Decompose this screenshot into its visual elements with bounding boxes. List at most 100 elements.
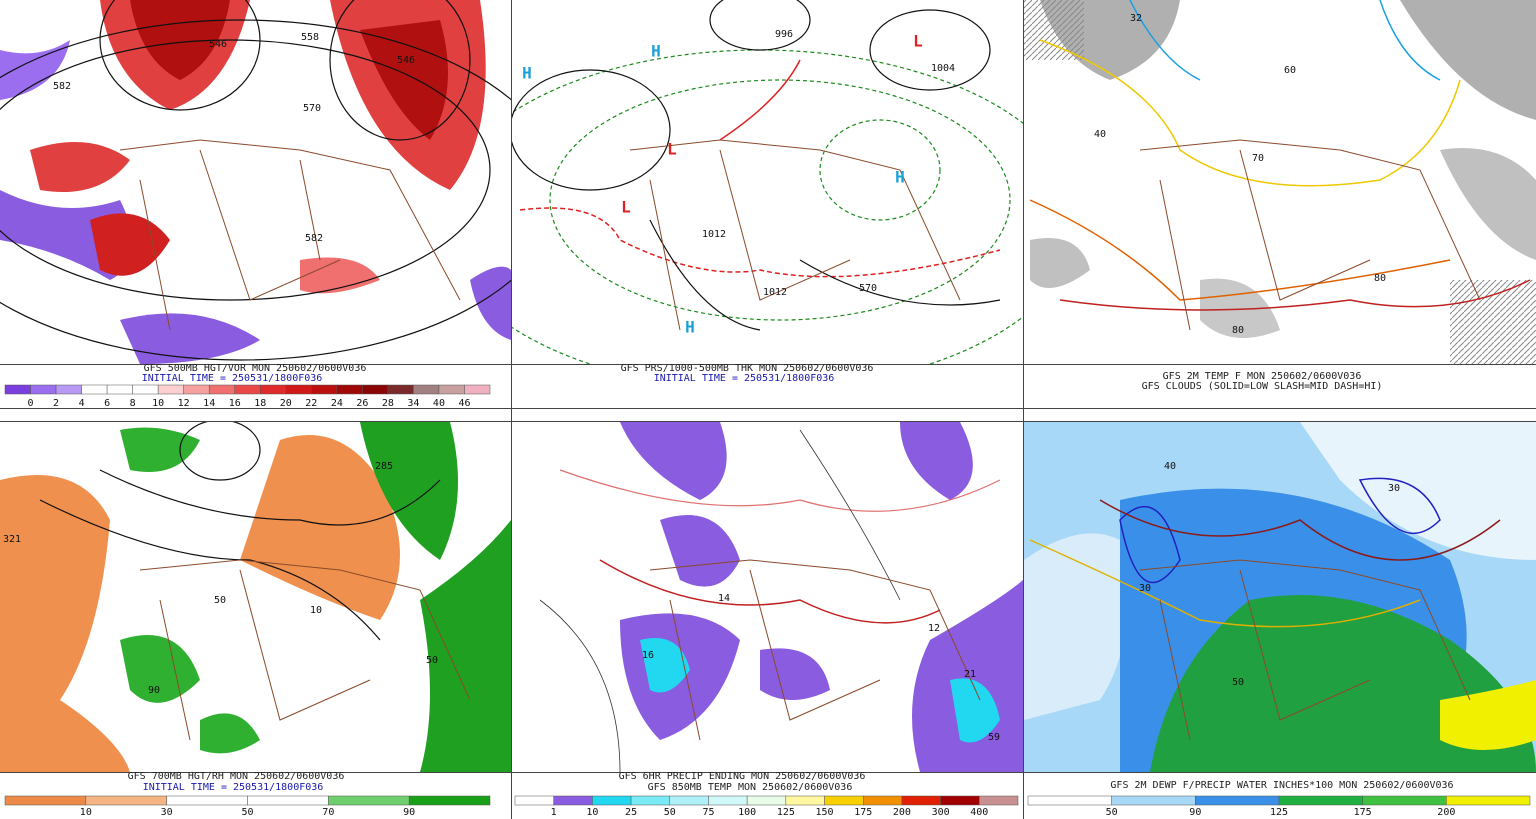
colorbar-label: 14 [203, 398, 215, 409]
caption: GFS 500MB HGT/VOR MON 250602/0600V036 [144, 363, 367, 374]
colorbar-label: 46 [458, 398, 470, 409]
colorbar-swatch [311, 384, 338, 395]
colorbar-label: 50 [1106, 807, 1118, 818]
colorbar-swatch [183, 384, 210, 395]
colorbar-label: 125 [1270, 807, 1288, 818]
contour-label: 546 [397, 55, 415, 66]
high-marker: H [651, 42, 661, 61]
caption: GFS 6HR PRECIP ENDING MON 250602/0600V03… [619, 771, 866, 782]
colorbar-label: 20 [280, 398, 292, 409]
colorbar-swatch [413, 384, 440, 395]
precip-label: 12 [928, 623, 940, 634]
contour-label: 30 [1139, 583, 1151, 594]
colorbar-swatch [234, 384, 261, 395]
contour-label: 80 [1232, 325, 1244, 336]
colorbar-label: 40 [433, 398, 445, 409]
contour-label: 1012 [702, 229, 726, 240]
colorbar-swatch [1027, 795, 1112, 806]
colorbar-label: 1 [551, 807, 557, 818]
colorbar-swatch [328, 795, 410, 806]
colorbar-swatch [387, 384, 414, 395]
temperature-map: 32 40 70 80 80 60 [1024, 0, 1536, 364]
colorbar-label: 12 [178, 398, 190, 409]
colorbar-swatch [81, 384, 108, 395]
colorbar-label: 50 [664, 807, 676, 818]
colorbar-swatch [336, 384, 363, 395]
caption: GFS CLOUDS (SOLID=LOW SLASH=MID DASH=HI) [1142, 381, 1383, 392]
colorbar-swatch [901, 795, 941, 806]
colorbar-swatch [1278, 795, 1363, 806]
colorbar-swatch [157, 384, 184, 395]
colorbar-swatch [30, 384, 57, 395]
caption: INITIAL TIME = 250531/1800F036 [143, 782, 324, 793]
colorbar-label: 16 [229, 398, 241, 409]
colorbar-label: 70 [322, 807, 334, 818]
colorbar-label: 6 [104, 398, 110, 409]
colorbar-label: 26 [356, 398, 368, 409]
contour-label: 570 [859, 283, 877, 294]
colorbar-label: 50 [241, 807, 253, 818]
colorbar-label: 90 [403, 807, 415, 818]
colorbar-swatch [1195, 795, 1280, 806]
contour-label: 558 [301, 32, 319, 43]
colorbar-label: 175 [854, 807, 872, 818]
contour-label: 582 [53, 81, 71, 92]
colorbar-label: 10 [80, 807, 92, 818]
colorbar-swatch [862, 795, 903, 806]
precip-label: 21 [964, 669, 976, 680]
contour-label: 30 [1388, 483, 1400, 494]
colorbar-swatch [285, 384, 312, 395]
pressure-map: H H H H L L L 1012 1012 570 996 1004 [512, 0, 1023, 364]
precip-label: 14 [718, 593, 730, 604]
colorbar-swatch [785, 795, 825, 806]
colorbar-swatch [708, 795, 748, 806]
colorbar-swatch [4, 384, 31, 395]
colorbar-swatch [630, 795, 671, 806]
colorbar-label: 100 [738, 807, 756, 818]
colorbar-label: 175 [1354, 807, 1372, 818]
contour-label: 40 [1094, 129, 1106, 140]
colorbar-swatch [1446, 795, 1531, 806]
colorbar-label: 18 [254, 398, 266, 409]
colorbar-swatch [362, 384, 389, 395]
colorbar-label: 200 [893, 807, 911, 818]
colorbar-swatch [979, 795, 1019, 806]
colorbar-swatch [166, 795, 248, 806]
colorbar-label: 125 [777, 807, 795, 818]
contour-label: 546 [209, 39, 227, 50]
low-marker: L [913, 32, 923, 51]
contour-label: 80 [1374, 273, 1386, 284]
colorbar-label: 10 [152, 398, 164, 409]
colorbar-label: 90 [1189, 807, 1201, 818]
contour-label: 996 [775, 29, 793, 40]
caption: INITIAL TIME = 250531/1800F036 [142, 373, 323, 384]
low-marker: L [621, 198, 631, 217]
colorbar-label: 22 [305, 398, 317, 409]
colorbar-swatch [247, 795, 329, 806]
colorbar-label: 25 [625, 807, 637, 818]
colorbar-swatch [4, 795, 87, 806]
colorbar-label: 0 [28, 398, 34, 409]
contour-label: 50 [214, 595, 226, 606]
colorbar-label: 28 [382, 398, 394, 409]
caption: GFS 850MB TEMP MON 250602/0600V036 [648, 782, 853, 793]
contour-label: 70 [1252, 153, 1264, 164]
colorbar-label: 200 [1437, 807, 1455, 818]
colorbar-swatch [260, 384, 287, 395]
precip-label: 16 [642, 650, 654, 661]
colorbar-swatch [940, 795, 980, 806]
colorbar-swatch [85, 795, 167, 806]
precip-label: 59 [988, 732, 1000, 743]
colorbar-label: 300 [932, 807, 950, 818]
colorbar-swatch [514, 795, 554, 806]
colorbar-label: 150 [816, 807, 834, 818]
colorbar-label: 400 [970, 807, 988, 818]
contour-label: 1012 [763, 287, 787, 298]
colorbar-label: 30 [161, 807, 173, 818]
precipitation-map: 16 14 21 59 12 [539, 422, 1023, 772]
high-marker: H [895, 168, 905, 187]
colorbar-label: 2 [53, 398, 59, 409]
